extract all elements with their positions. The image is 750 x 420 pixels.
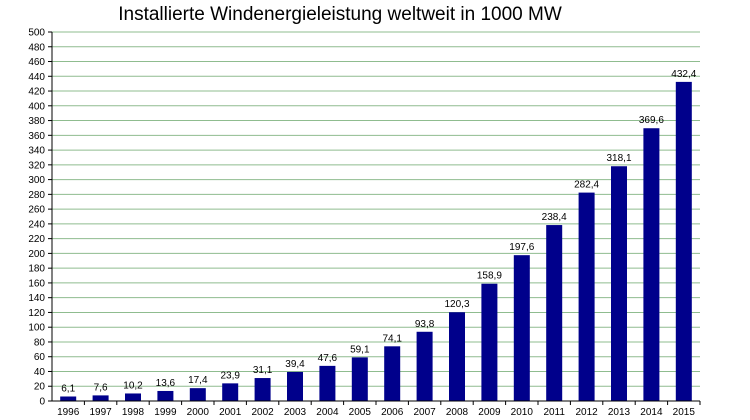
data-label: 197,6 bbox=[509, 242, 534, 253]
data-label: 158,9 bbox=[477, 271, 502, 282]
data-label: 432,4 bbox=[671, 69, 696, 80]
y-tick-label: 160 bbox=[28, 278, 45, 289]
x-tick-label: 2001 bbox=[219, 407, 242, 418]
y-tick-label: 340 bbox=[28, 146, 45, 157]
y-tick-label: 60 bbox=[34, 352, 46, 363]
x-tick-label: 2004 bbox=[316, 407, 339, 418]
y-tick-label: 460 bbox=[28, 57, 45, 68]
data-label: 74,1 bbox=[382, 333, 402, 344]
bar-2001 bbox=[222, 383, 239, 401]
y-tick-label: 420 bbox=[28, 87, 45, 98]
data-label: 23,9 bbox=[220, 370, 240, 381]
y-tick-label: 120 bbox=[28, 308, 45, 319]
data-label: 318,1 bbox=[606, 153, 631, 164]
x-tick-label: 2010 bbox=[511, 407, 534, 418]
bar-1998 bbox=[125, 393, 141, 401]
bar-2011 bbox=[546, 225, 563, 401]
bar-1997 bbox=[92, 395, 109, 401]
data-label: 93,8 bbox=[415, 319, 435, 330]
data-label: 39,4 bbox=[285, 359, 305, 370]
y-tick-label: 80 bbox=[34, 337, 46, 348]
y-tick-label: 40 bbox=[34, 367, 46, 378]
bar-2002 bbox=[254, 378, 271, 401]
y-tick-label: 500 bbox=[28, 28, 45, 39]
data-label: 7,6 bbox=[94, 382, 108, 393]
y-tick-label: 140 bbox=[28, 293, 45, 304]
x-tick-label: 2002 bbox=[251, 407, 274, 418]
gridlines bbox=[52, 31, 700, 387]
data-label: 6,1 bbox=[61, 383, 75, 394]
y-tick-label: 240 bbox=[28, 219, 45, 230]
y-tick-label: 440 bbox=[28, 72, 45, 83]
x-tick-label: 1996 bbox=[57, 407, 80, 418]
bar-2010 bbox=[513, 255, 530, 401]
bar-2009 bbox=[481, 283, 498, 401]
y-tick-label: 220 bbox=[28, 234, 45, 245]
y-tick-label: 260 bbox=[28, 205, 45, 216]
data-label: 13,6 bbox=[156, 378, 176, 389]
bar-2014 bbox=[643, 128, 660, 401]
bar-1999 bbox=[157, 390, 174, 401]
bar-2013 bbox=[611, 166, 627, 401]
data-labels: 6,1 7,6 10,2 13,6 17,4 23,9 31,1 39,4 47,6 59,1 74… bbox=[61, 69, 697, 395]
x-tick-label: 2006 bbox=[381, 407, 404, 418]
bar-2005 bbox=[351, 357, 368, 401]
x-tick-label: 2015 bbox=[673, 407, 696, 418]
y-tick-label: 100 bbox=[28, 323, 45, 334]
y-tick-label: 360 bbox=[28, 131, 45, 142]
bar-2015 bbox=[675, 81, 692, 402]
x-tick-label: 2007 bbox=[413, 407, 436, 418]
y-tick-label: 400 bbox=[28, 101, 45, 112]
x-tick-label: 2003 bbox=[284, 407, 307, 418]
x-tick-label: 2000 bbox=[187, 407, 210, 418]
bar-1996 bbox=[60, 396, 77, 401]
bar-2007 bbox=[416, 331, 433, 401]
data-label: 17,4 bbox=[188, 375, 208, 386]
data-label: 47,6 bbox=[318, 353, 338, 364]
x-tick-label: 2012 bbox=[575, 407, 598, 418]
bar-2006 bbox=[384, 346, 401, 401]
bar-2000 bbox=[189, 388, 206, 401]
bars bbox=[60, 81, 692, 402]
y-tick-labels: 0 20 40 60 80 100 120 140 160 180 200 220 240 260 280 3… bbox=[28, 28, 45, 408]
x-tick-label: 1997 bbox=[89, 407, 112, 418]
bar-2004 bbox=[319, 365, 336, 401]
data-label: 238,4 bbox=[542, 212, 567, 223]
bar-2012 bbox=[578, 192, 595, 401]
data-label: 31,1 bbox=[253, 365, 273, 376]
y-tick-label: 280 bbox=[28, 190, 45, 201]
y-tick-label: 0 bbox=[39, 397, 45, 408]
bar-2008 bbox=[449, 312, 465, 401]
y-tick-label: 300 bbox=[28, 175, 45, 186]
x-tick-label: 2013 bbox=[608, 407, 631, 418]
y-tick-label: 200 bbox=[28, 249, 45, 260]
x-tick-label: 2011 bbox=[543, 407, 565, 418]
data-label: 120,3 bbox=[444, 299, 469, 310]
x-tick-labels: 1996 1997 1998 1999 2000 2001 2002 2003 2004 2005… bbox=[57, 407, 695, 418]
y-tick-label: 320 bbox=[28, 160, 45, 171]
axes bbox=[48, 31, 701, 405]
y-tick-label: 480 bbox=[28, 42, 45, 53]
data-label: 10,2 bbox=[123, 380, 143, 391]
data-label: 59,1 bbox=[350, 344, 370, 355]
y-tick-label: 20 bbox=[34, 382, 46, 393]
data-label: 282,4 bbox=[574, 180, 599, 191]
y-tick-label: 380 bbox=[28, 116, 45, 127]
bar-2003 bbox=[287, 371, 303, 401]
x-tick-label: 1999 bbox=[154, 407, 177, 418]
x-tick-label: 1998 bbox=[122, 407, 145, 418]
x-tick-label: 2014 bbox=[640, 407, 663, 418]
x-tick-label: 2005 bbox=[349, 407, 372, 418]
data-label: 369,6 bbox=[639, 115, 664, 126]
chart-title: Installierte Windenergieleistung weltwei… bbox=[118, 4, 562, 25]
y-tick-label: 180 bbox=[28, 264, 45, 275]
x-tick-label: 2008 bbox=[446, 407, 469, 418]
x-tick-label: 2009 bbox=[478, 407, 501, 418]
